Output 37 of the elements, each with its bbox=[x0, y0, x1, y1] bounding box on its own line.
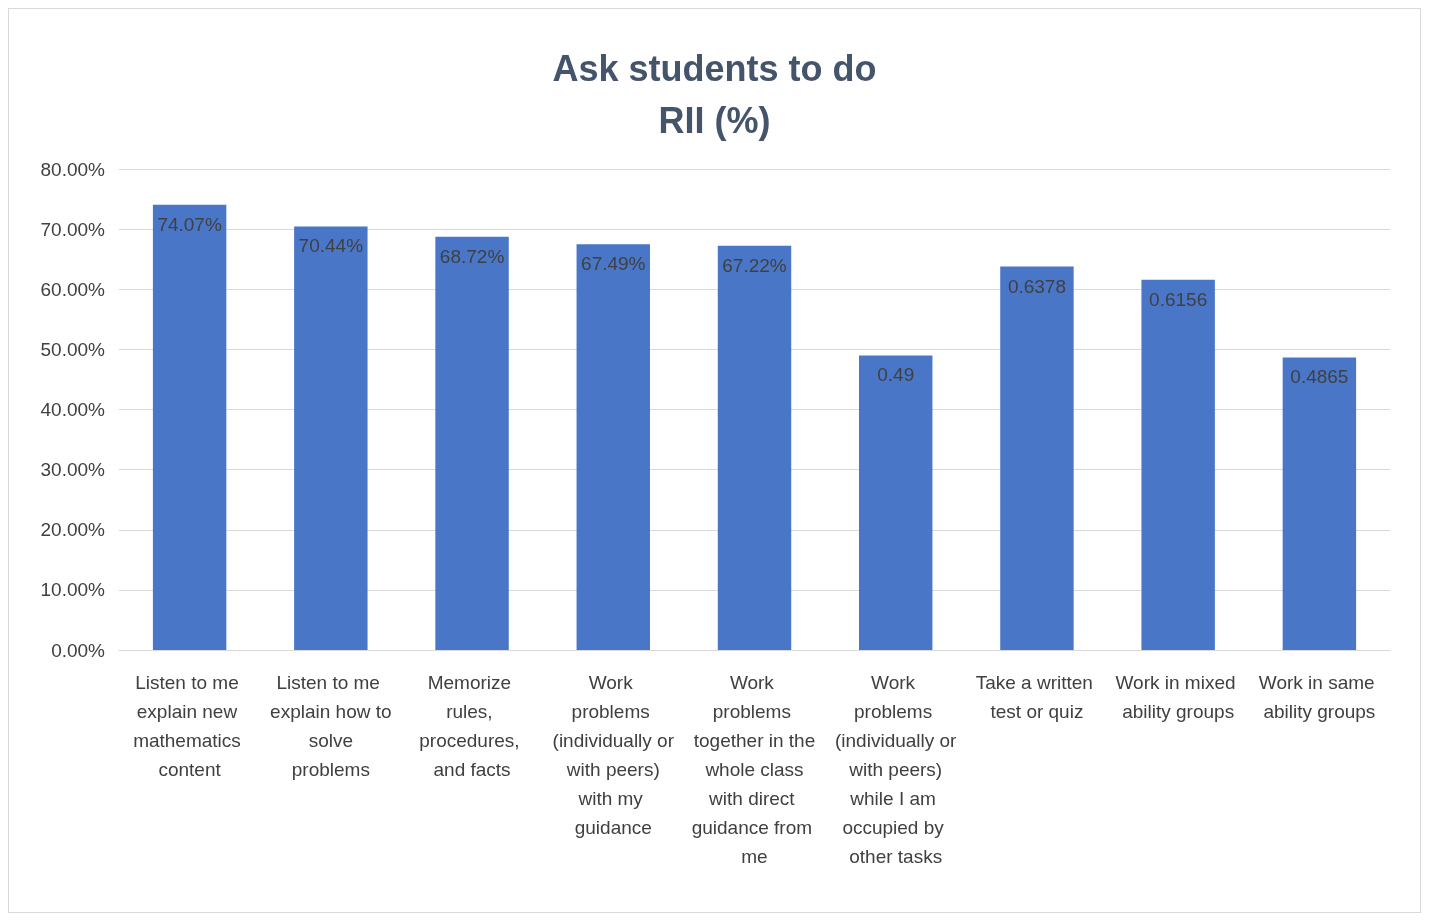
bar bbox=[1000, 266, 1074, 650]
x-tick-label: Work in same ability groups bbox=[1258, 672, 1380, 722]
data-label: 74.07% bbox=[157, 213, 222, 235]
y-tick-label: 40.00% bbox=[40, 399, 106, 420]
bar bbox=[717, 245, 792, 650]
x-tick-label: Memorize rules, procedures, and facts bbox=[419, 672, 525, 780]
bar bbox=[152, 204, 227, 650]
y-tick-label: 50.00% bbox=[40, 338, 106, 360]
x-tick-label: Work problems together in the whole class with direct guidance from me bbox=[691, 672, 818, 867]
data-label: 70.44% bbox=[298, 235, 364, 257]
x-tick-label: Take a written test or quiz bbox=[975, 672, 1099, 722]
x-tick-label: Work problems (individually or with peers) while I am occupied by other tasks bbox=[835, 672, 958, 867]
y-tick-label: 20.00% bbox=[40, 519, 106, 541]
bar bbox=[294, 226, 368, 650]
data-label: 68.72% bbox=[439, 245, 505, 267]
chart-title: Ask students to do RII (%) bbox=[552, 47, 877, 141]
x-tick-label: Listen to me explain how to solve problems bbox=[270, 672, 392, 780]
x-tick-label: Work in mixed ability groups bbox=[1115, 672, 1241, 722]
data-label: 0.49 bbox=[877, 364, 915, 386]
x-tick-label: Work problems (individually or with peers) with my guidance bbox=[552, 672, 675, 838]
data-label: 67.49% bbox=[581, 253, 646, 275]
y-tick-label: 80.00% bbox=[40, 158, 106, 180]
data-label: 0.6378 bbox=[1007, 275, 1067, 297]
y-tick-label: 0.00% bbox=[51, 639, 106, 661]
data-label: 0.4865 bbox=[1290, 366, 1349, 388]
data-label: 0.6156 bbox=[1149, 288, 1208, 310]
bar bbox=[576, 244, 650, 650]
y-tick-label: 30.00% bbox=[40, 459, 106, 481]
y-tick-label: 70.00% bbox=[40, 218, 106, 240]
bar bbox=[1282, 357, 1357, 650]
data-label: 67.22% bbox=[722, 254, 787, 276]
y-tick-label: 10.00% bbox=[40, 579, 106, 601]
bar bbox=[859, 355, 933, 650]
x-tick-label: Listen to me explain new mathematics content bbox=[133, 672, 247, 780]
y-tick-label: 60.00% bbox=[40, 278, 106, 300]
bar bbox=[1141, 279, 1215, 650]
bar bbox=[435, 236, 509, 650]
